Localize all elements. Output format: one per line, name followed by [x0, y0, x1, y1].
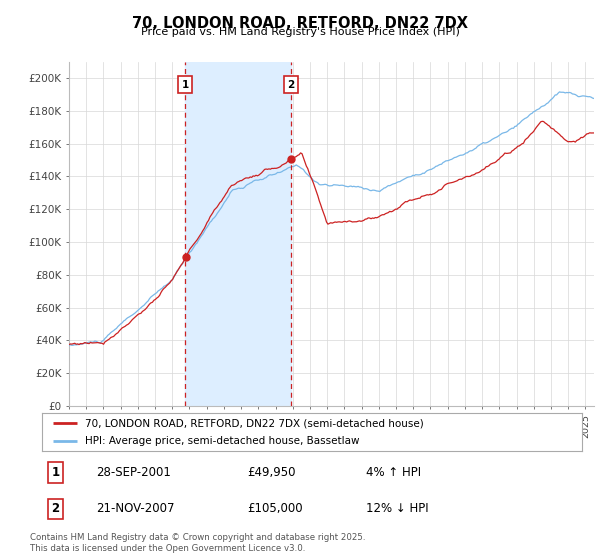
Text: 2: 2	[287, 80, 295, 90]
Text: 2: 2	[52, 502, 59, 515]
Text: 4% ↑ HPI: 4% ↑ HPI	[366, 466, 421, 479]
Text: 12% ↓ HPI: 12% ↓ HPI	[366, 502, 428, 515]
Text: £49,950: £49,950	[247, 466, 296, 479]
Text: £105,000: £105,000	[247, 502, 303, 515]
Text: HPI: Average price, semi-detached house, Bassetlaw: HPI: Average price, semi-detached house,…	[85, 436, 360, 446]
Text: 70, LONDON ROAD, RETFORD, DN22 7DX (semi-detached house): 70, LONDON ROAD, RETFORD, DN22 7DX (semi…	[85, 418, 424, 428]
Text: Contains HM Land Registry data © Crown copyright and database right 2025.
This d: Contains HM Land Registry data © Crown c…	[30, 533, 365, 553]
Text: 1: 1	[52, 466, 59, 479]
Text: 70, LONDON ROAD, RETFORD, DN22 7DX: 70, LONDON ROAD, RETFORD, DN22 7DX	[132, 16, 468, 31]
Text: Price paid vs. HM Land Registry's House Price Index (HPI): Price paid vs. HM Land Registry's House …	[140, 27, 460, 37]
Text: 21-NOV-2007: 21-NOV-2007	[96, 502, 175, 515]
Text: 1: 1	[181, 80, 188, 90]
Bar	[185, 62, 291, 406]
Text: 28-SEP-2001: 28-SEP-2001	[96, 466, 171, 479]
